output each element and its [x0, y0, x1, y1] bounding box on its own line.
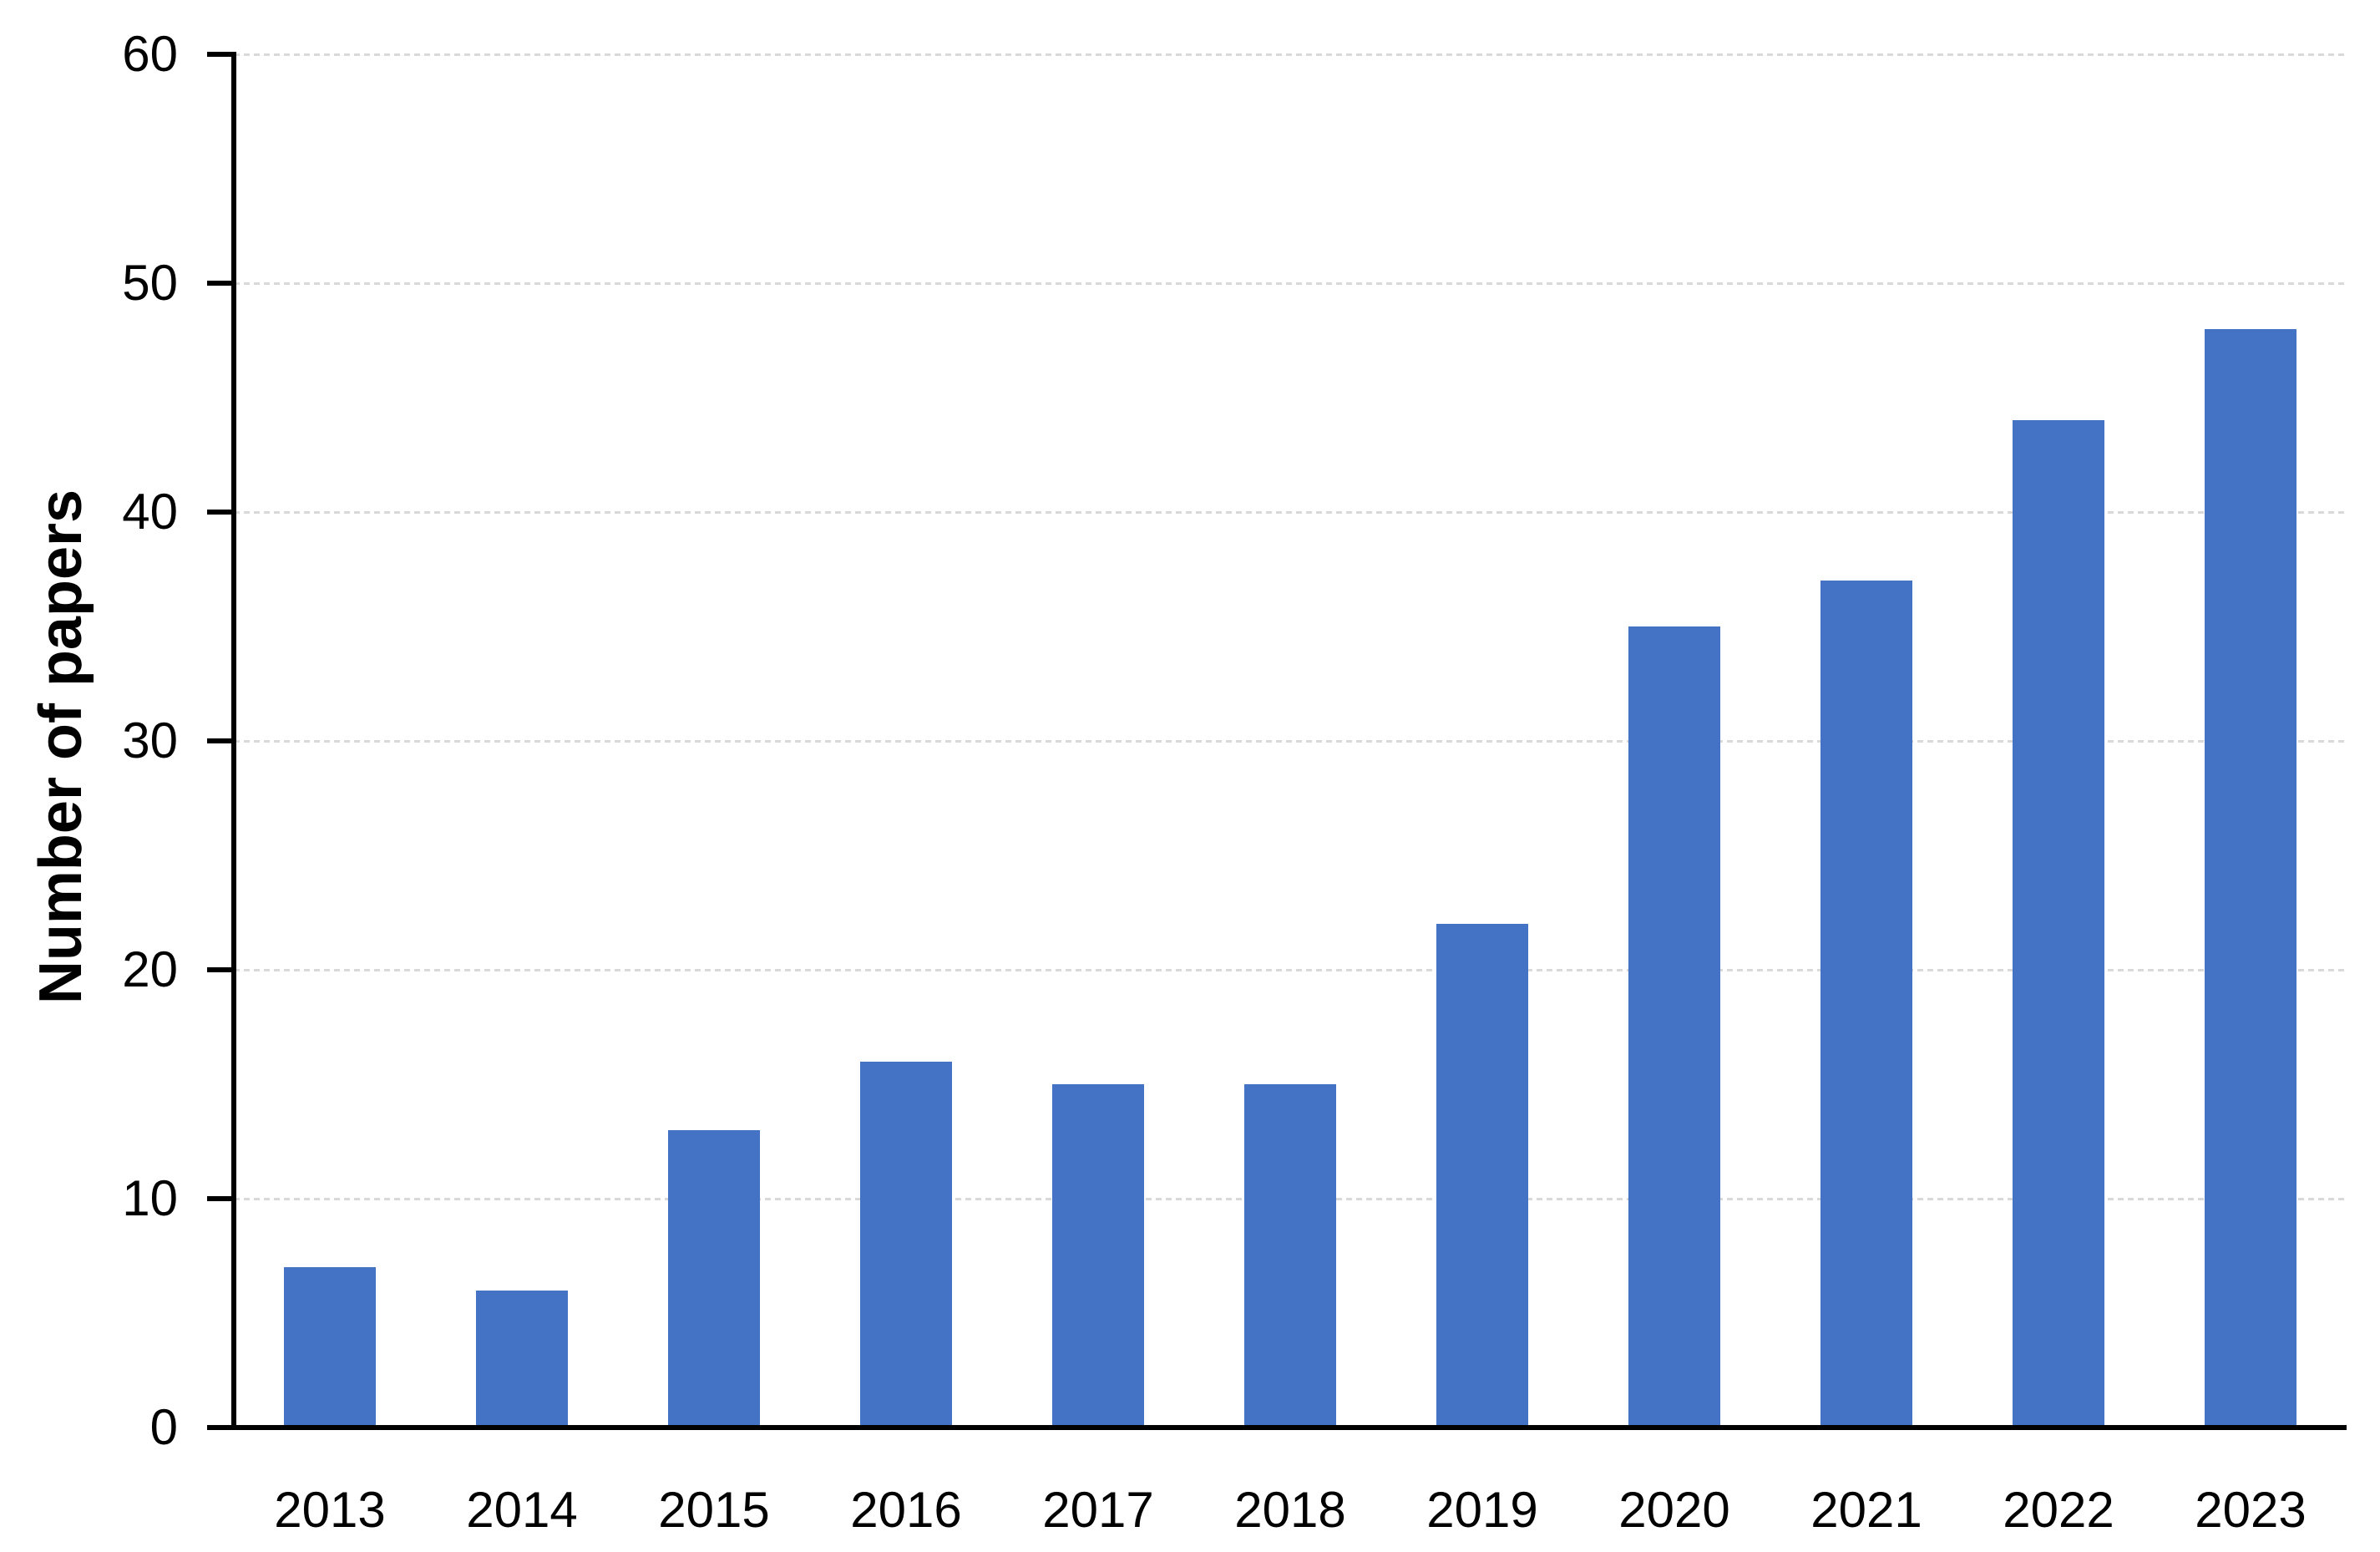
bar-2017 [1052, 1084, 1144, 1428]
y-tick-50 [207, 281, 234, 286]
bar-2013 [284, 1267, 376, 1428]
plot-area [234, 53, 2347, 1428]
gridline-50 [234, 281, 2347, 285]
gridline-40 [234, 510, 2347, 514]
y-tick-label-40: 40 [122, 484, 178, 540]
bar-2014 [476, 1290, 568, 1428]
bar-2022 [2013, 420, 2104, 1428]
x-tick-label-2015: 2015 [658, 1482, 770, 1538]
y-tick-20 [207, 967, 234, 972]
bar-2016 [860, 1061, 952, 1428]
gridline-60 [234, 53, 2347, 56]
x-tick-label-2016: 2016 [850, 1482, 962, 1538]
bar-2021 [1820, 581, 1912, 1428]
x-tick-label-2021: 2021 [1810, 1482, 1922, 1538]
x-tick-label-2013: 2013 [274, 1482, 386, 1538]
bar-2018 [1244, 1084, 1336, 1428]
gridline-30 [234, 739, 2347, 743]
y-tick-60 [207, 52, 234, 57]
x-tick-label-2023: 2023 [2195, 1482, 2307, 1538]
y-tick-label-30: 30 [122, 713, 178, 768]
bar-2023 [2205, 328, 2296, 1428]
y-tick-30 [207, 738, 234, 743]
x-tick-label-2019: 2019 [1426, 1482, 1538, 1538]
y-axis-line [231, 52, 236, 1430]
y-tick-label-50: 50 [122, 255, 178, 311]
y-tick-label-60: 60 [122, 26, 178, 82]
y-tick-label-0: 0 [149, 1399, 178, 1455]
x-tick-label-2022: 2022 [2003, 1482, 2114, 1538]
y-tick-40 [207, 510, 234, 515]
bar-2020 [1628, 626, 1720, 1428]
x-axis-line [213, 1425, 2347, 1430]
bar-2019 [1436, 924, 1528, 1428]
x-tick-label-2017: 2017 [1042, 1482, 1154, 1538]
y-tick-10 [207, 1196, 234, 1201]
x-tick-label-2018: 2018 [1234, 1482, 1346, 1538]
x-tick-label-2014: 2014 [466, 1482, 578, 1538]
bar-2015 [668, 1129, 760, 1428]
gridline-20 [234, 968, 2347, 971]
x-tick-label-2020: 2020 [1618, 1482, 1730, 1538]
y-tick-label-10: 10 [122, 1170, 178, 1226]
y-tick-label-20: 20 [122, 941, 178, 997]
